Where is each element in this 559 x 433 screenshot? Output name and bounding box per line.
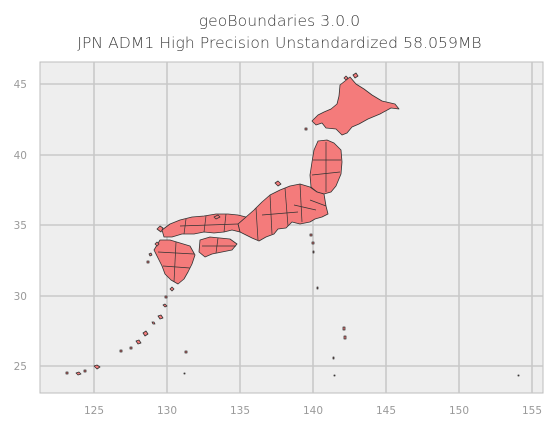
y-tick-40: 40 bbox=[14, 150, 27, 162]
x-tick-145: 145 bbox=[376, 405, 396, 417]
plot-area bbox=[39, 61, 544, 394]
grid bbox=[40, 62, 543, 393]
x-tick-150: 150 bbox=[449, 405, 469, 417]
border-west-1 bbox=[223, 213, 227, 233]
izu-islands bbox=[309, 233, 319, 290]
map-title: geoBoundaries 3.0.0 JPN ADM1 High Precis… bbox=[0, 10, 559, 54]
y-axis-ticks: 45 40 35 30 25 bbox=[14, 79, 27, 373]
small-islands-west bbox=[146, 180, 282, 264]
border-kyushu-3 bbox=[162, 265, 191, 269]
honshu-central bbox=[237, 183, 329, 242]
border-kyushu-1 bbox=[157, 251, 195, 255]
border-west-4 bbox=[179, 223, 239, 227]
ogasawara-islands bbox=[183, 326, 520, 377]
nansei-islands bbox=[119, 286, 175, 353]
x-tick-135: 135 bbox=[230, 405, 250, 417]
hokkaido-islands bbox=[304, 72, 359, 131]
x-tick-125: 125 bbox=[84, 405, 104, 417]
x-tick-140: 140 bbox=[303, 405, 323, 417]
title-line-1: geoBoundaries 3.0.0 bbox=[198, 12, 361, 30]
shikoku bbox=[198, 236, 238, 258]
y-tick-30: 30 bbox=[14, 291, 27, 303]
border-west-2 bbox=[203, 215, 207, 233]
border-central-7 bbox=[261, 211, 299, 216]
border-central-6 bbox=[293, 204, 317, 211]
y-tick-35: 35 bbox=[14, 220, 27, 232]
x-tick-130: 130 bbox=[157, 405, 177, 417]
border-central-2 bbox=[284, 187, 289, 227]
x-tick-155: 155 bbox=[522, 405, 542, 417]
border-central-5 bbox=[309, 199, 327, 207]
border-central-1 bbox=[299, 183, 303, 223]
kyushu bbox=[153, 239, 196, 285]
title-line-2: JPN ADM1 High Precision Unstandardized 5… bbox=[77, 34, 482, 52]
border-central-4 bbox=[255, 207, 259, 241]
x-axis-ticks: 125 130 135 140 145 150 155 bbox=[84, 405, 542, 417]
okinawa-islands bbox=[65, 364, 101, 376]
border-west-3 bbox=[183, 218, 187, 235]
hokkaido bbox=[311, 76, 400, 136]
prefecture-borders bbox=[157, 142, 341, 283]
y-tick-25: 25 bbox=[14, 361, 27, 373]
border-kyushu-2 bbox=[173, 241, 177, 283]
border-shikoku-1 bbox=[215, 237, 219, 254]
y-tick-45: 45 bbox=[14, 79, 27, 91]
